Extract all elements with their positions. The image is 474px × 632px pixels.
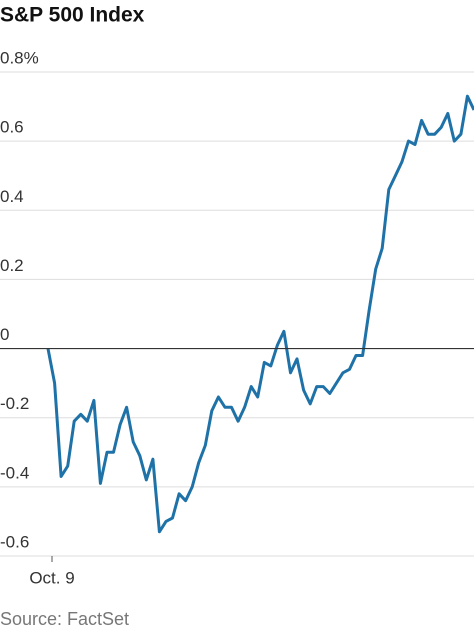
y-tick-label: -0.6 xyxy=(0,532,29,551)
source-note: Source: FactSet xyxy=(0,609,129,629)
y-tick-label: 0.8% xyxy=(0,48,39,67)
y-tick-label: 0 xyxy=(0,325,9,344)
chart-title: S&P 500 Index xyxy=(0,4,145,27)
data-line xyxy=(46,94,474,534)
y-tick-label: 0.2 xyxy=(0,256,24,275)
x-tick-label: Oct. 9 xyxy=(29,568,74,587)
y-tick-label: -0.2 xyxy=(0,394,29,413)
y-tick-label: -0.4 xyxy=(0,463,29,482)
y-tick-label: 0.6 xyxy=(0,118,24,137)
y-tick-label: 0.4 xyxy=(0,187,24,206)
